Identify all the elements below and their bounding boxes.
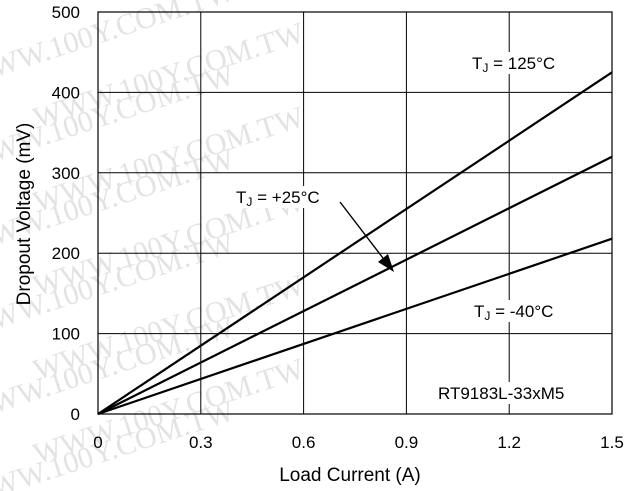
x-tick-label: 0 <box>93 433 102 452</box>
x-tick-label: 0.9 <box>395 433 419 452</box>
series-line-2 <box>97 237 613 416</box>
y-tick-label: 300 <box>52 164 80 183</box>
series-line-0 <box>97 71 613 415</box>
part-number-label: RT9183L-33xM5 <box>434 382 604 404</box>
y-tick-label: 100 <box>52 325 80 344</box>
annotation-tj-125: TJ = 125°C <box>468 52 590 75</box>
y-tick-label: 200 <box>52 244 80 263</box>
annotation-tj-25: TJ = +25°C <box>232 186 394 272</box>
y-tick-label: 500 <box>52 3 80 22</box>
y-tick-label: 400 <box>52 83 80 102</box>
y-tick-label: 0 <box>71 405 80 424</box>
x-axis-title: Load Current (A) <box>279 465 421 486</box>
tick-labels: 0 0.3 0.6 0.9 1.2 1.5 0 100 200 300 400 500 <box>52 3 624 452</box>
series-line-1 <box>97 155 613 415</box>
annotation-arrow <box>339 201 387 263</box>
svg-text:RT9183L-33xM5: RT9183L-33xM5 <box>438 384 564 403</box>
x-tick-label: 1.5 <box>600 433 624 452</box>
arrow-head <box>378 254 394 272</box>
x-tick-label: 0.6 <box>292 433 316 452</box>
svg-text:TJ = -40°C: TJ = -40°C <box>474 302 553 323</box>
x-tick-label: 0.3 <box>189 433 213 452</box>
annotation-tj-minus40: TJ = -40°C <box>470 300 584 323</box>
grid <box>97 11 613 415</box>
series-layer <box>97 71 613 416</box>
plot-frame <box>97 11 613 415</box>
svg-text:TJ = +25°C: TJ = +25°C <box>236 188 320 209</box>
y-axis-title: Dropout Voltage (mV) <box>14 123 35 306</box>
x-tick-label: 1.2 <box>497 433 521 452</box>
svg-text:TJ = 125°C: TJ = 125°C <box>472 54 555 75</box>
watermark-layer: WWW.100Y.COM.TWWWW.100Y.COM.TWWWW.100Y.C… <box>0 0 309 491</box>
